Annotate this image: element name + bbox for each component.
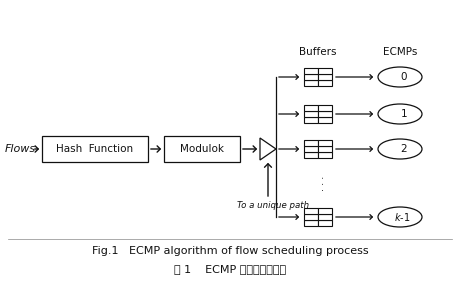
Bar — [303, 68, 317, 74]
Bar — [303, 152, 317, 158]
Bar — [303, 80, 317, 86]
Bar — [164, 136, 240, 162]
Text: 1: 1 — [400, 109, 406, 119]
Text: 0: 0 — [400, 72, 406, 82]
Text: Hash  Function: Hash Function — [56, 144, 133, 154]
Bar — [303, 146, 317, 152]
Text: Fig.1   ECMP algorithm of flow scheduling process: Fig.1 ECMP algorithm of flow scheduling … — [91, 246, 368, 256]
Text: 图 1    ECMP 算法流调度过程: 图 1 ECMP 算法流调度过程 — [174, 264, 285, 274]
Bar — [317, 105, 331, 111]
Bar — [317, 80, 331, 86]
Bar — [317, 214, 331, 220]
Text: 2: 2 — [400, 144, 406, 154]
Bar — [303, 140, 317, 146]
Bar — [317, 117, 331, 123]
Bar — [303, 74, 317, 80]
Bar — [317, 208, 331, 214]
Ellipse shape — [377, 67, 421, 87]
Bar — [303, 220, 317, 226]
Bar — [317, 140, 331, 146]
Text: · · ·: · · · — [318, 175, 328, 191]
Text: $k$-1: $k$-1 — [393, 211, 409, 223]
Bar — [303, 117, 317, 123]
Bar — [303, 208, 317, 214]
Text: Modulok: Modulok — [179, 144, 224, 154]
Polygon shape — [259, 138, 275, 160]
Ellipse shape — [377, 104, 421, 124]
Bar — [317, 111, 331, 117]
Bar — [317, 74, 331, 80]
Text: Buffers: Buffers — [299, 47, 336, 57]
Bar — [303, 214, 317, 220]
Text: To a unique path: To a unique path — [236, 201, 308, 210]
Bar — [317, 68, 331, 74]
Bar — [317, 220, 331, 226]
Bar — [317, 152, 331, 158]
Text: ECMPs: ECMPs — [382, 47, 416, 57]
Ellipse shape — [377, 139, 421, 159]
Bar — [303, 111, 317, 117]
Bar — [303, 105, 317, 111]
Bar — [317, 146, 331, 152]
Text: Flows: Flows — [5, 144, 36, 154]
Ellipse shape — [377, 207, 421, 227]
Bar — [42, 136, 148, 162]
